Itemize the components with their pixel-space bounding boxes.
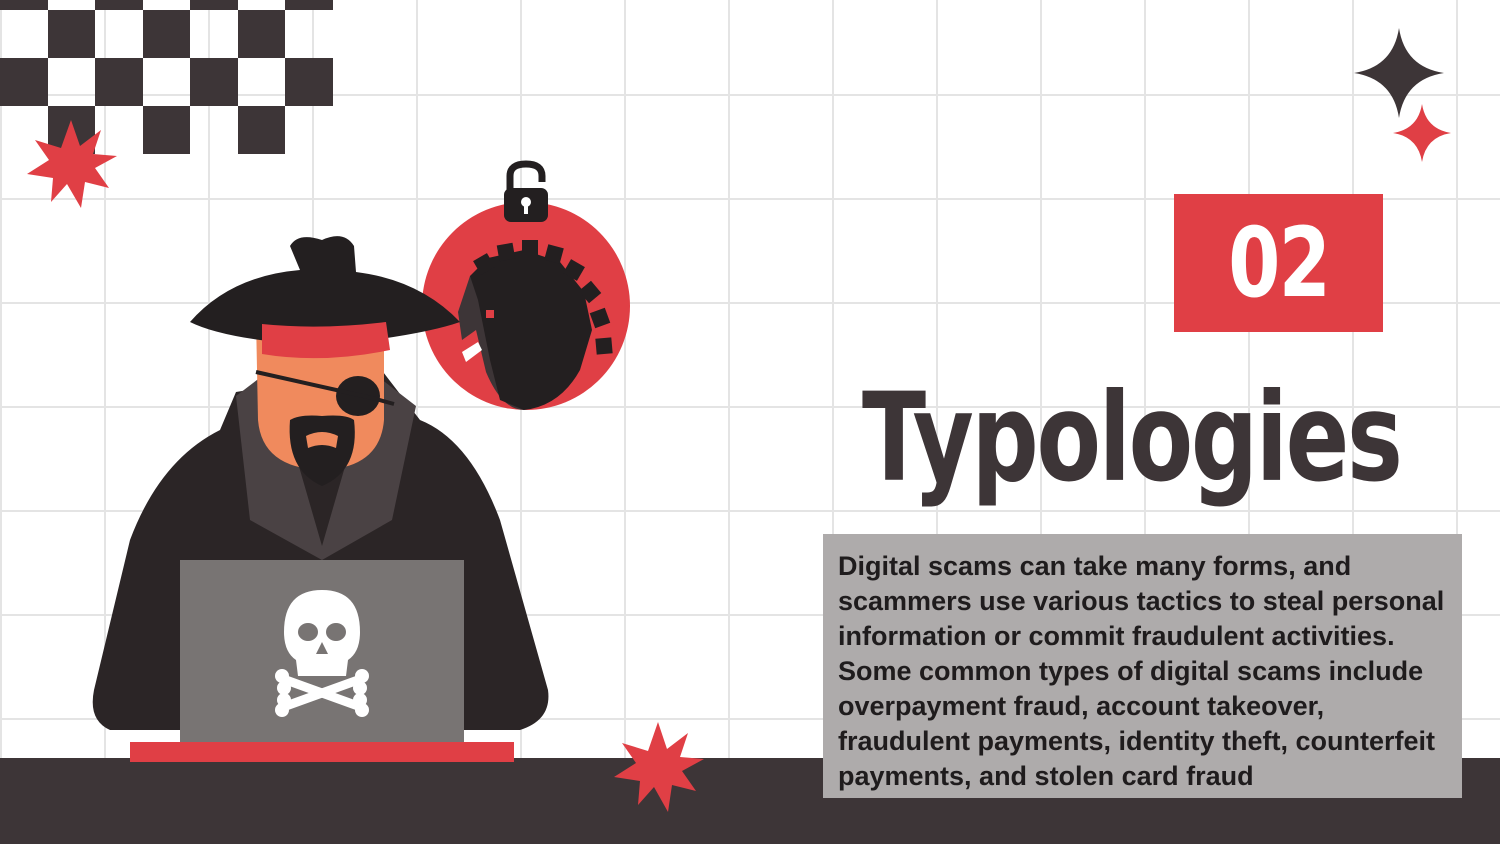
starburst-icon <box>27 120 117 208</box>
sparkle-star-icon <box>1354 28 1444 118</box>
unlocked-padlock-icon <box>504 160 548 222</box>
body-text: Digital scams can take many forms, and s… <box>838 551 1445 791</box>
sparkle-star-icon <box>1393 104 1451 162</box>
body-text-box <box>823 534 1462 798</box>
slide-title: Typologies <box>862 367 1403 509</box>
trojan-horse-icon <box>422 202 630 410</box>
starburst-icon <box>614 722 704 812</box>
checkerboard-decoration <box>0 0 333 154</box>
skull-crossbones-icon <box>275 590 369 717</box>
section-number: 02 <box>1227 207 1331 319</box>
section-number-badge: 02 <box>1174 194 1383 332</box>
hacker-illustration <box>92 160 630 762</box>
